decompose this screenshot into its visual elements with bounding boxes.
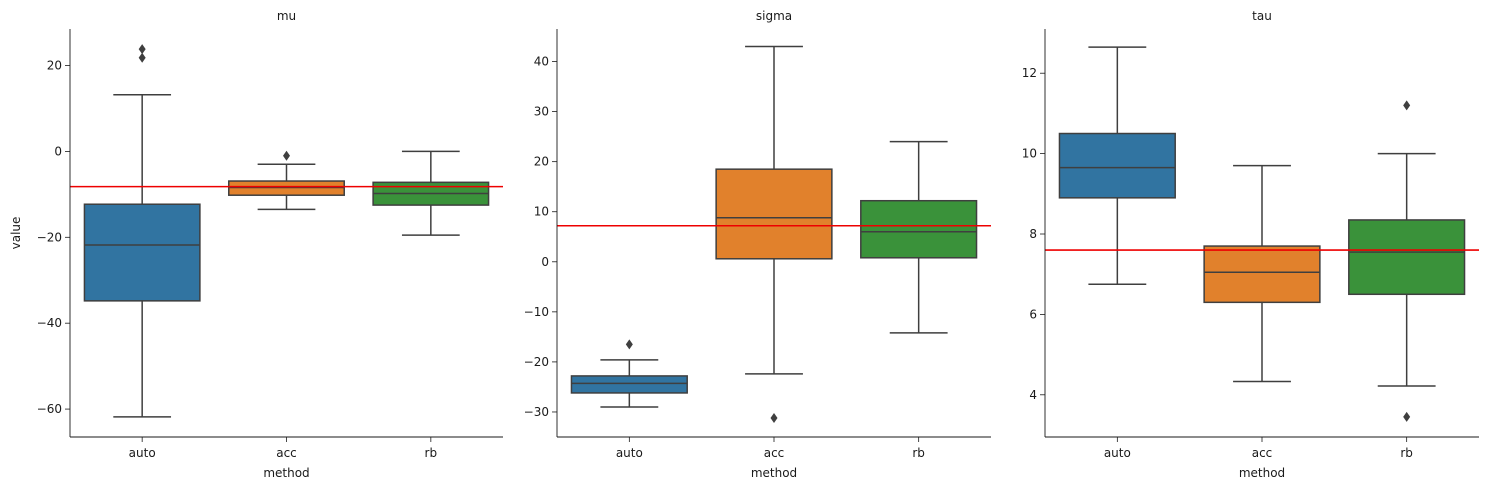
outlier-point: [1403, 411, 1411, 422]
panel-title: tau: [1252, 9, 1272, 23]
y-tick-label: 20: [534, 155, 549, 169]
box-body: [570, 375, 688, 394]
panel-title: mu: [277, 9, 296, 23]
box-body: [715, 168, 833, 260]
y-tick-label: 40: [534, 55, 549, 69]
y-axis-label: value: [9, 217, 23, 250]
box-auto: [570, 339, 688, 408]
y-tick-label: 30: [534, 105, 549, 119]
y-tick-label: −40: [37, 316, 62, 330]
x-axis-label: method: [751, 466, 797, 480]
box-rb: [372, 150, 490, 236]
outlier-point: [625, 339, 633, 350]
outlier-point: [138, 52, 146, 63]
y-tick-label: −10: [524, 305, 549, 319]
y-tick-label: 8: [1029, 227, 1037, 241]
y-tick-label: −20: [524, 355, 549, 369]
y-tick-label: 0: [541, 255, 549, 269]
x-tick-label: rb: [912, 446, 925, 460]
box-rb: [860, 140, 978, 334]
panel-title: sigma: [756, 9, 792, 23]
box-body: [860, 199, 978, 259]
box-rb: [1348, 100, 1466, 422]
y-tick-label: −30: [524, 405, 549, 419]
box-auto: [1058, 46, 1176, 286]
y-tick-label: 20: [47, 59, 62, 73]
panel-sigma: sigma 40 30 20 10 0 −10 −20 −30 auto acc rb method: [524, 9, 991, 480]
box-body: [1058, 132, 1176, 199]
y-tick-label: 6: [1029, 307, 1037, 321]
x-tick-label: acc: [276, 446, 297, 460]
x-tick-label: auto: [1104, 446, 1131, 460]
y-tick-label: −20: [37, 230, 62, 244]
box-acc: [1203, 164, 1321, 383]
outlier-point: [1403, 100, 1411, 111]
y-tick-label: 10: [1022, 147, 1037, 161]
box-acc: [715, 45, 833, 423]
x-tick-label: auto: [616, 446, 643, 460]
panel-tau: tau 12 10 8 6 4 auto acc rb method: [1022, 9, 1479, 480]
x-tick-label: acc: [764, 446, 785, 460]
outlier-point: [283, 150, 290, 161]
y-tick-label: −60: [37, 402, 62, 416]
box-auto: [83, 44, 201, 418]
box-body: [1348, 219, 1466, 296]
x-tick-label: rb: [425, 446, 438, 460]
y-tick-label: 12: [1022, 66, 1037, 80]
y-tick-label: 0: [54, 144, 62, 158]
outlier-point: [770, 412, 778, 423]
x-axis-label: method: [1239, 466, 1285, 480]
y-tick-label: 4: [1029, 388, 1037, 402]
panel-mu: mu 20 0 −20 −40 −60 auto acc rb method value: [9, 9, 503, 480]
x-tick-label: auto: [129, 446, 156, 460]
y-tick-label: 10: [534, 205, 549, 219]
x-axis-label: method: [263, 466, 309, 480]
box-body: [83, 203, 201, 302]
outlier-point: [138, 44, 146, 55]
x-tick-label: rb: [1400, 446, 1413, 460]
x-tick-label: acc: [1252, 446, 1273, 460]
box-acc: [228, 150, 345, 211]
box-body: [1203, 245, 1321, 304]
